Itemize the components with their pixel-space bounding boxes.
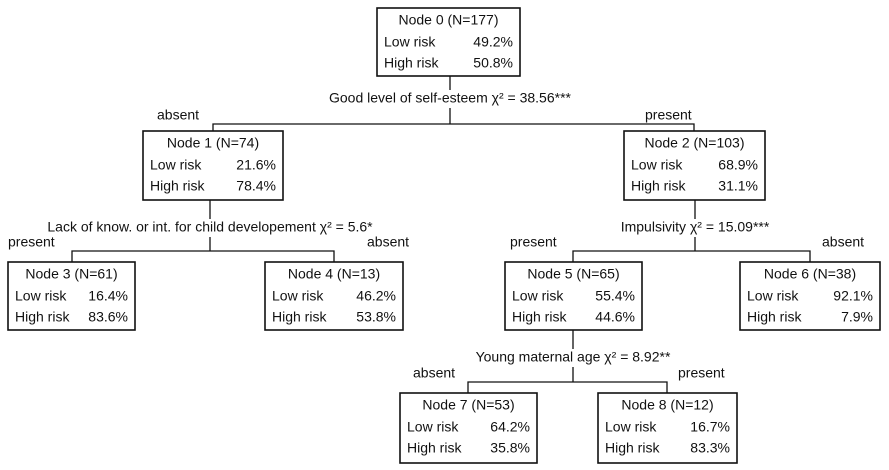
row-label: Low risk bbox=[272, 288, 324, 304]
right-branch-label: present bbox=[645, 107, 692, 123]
node-title: Node 0 (N=177) bbox=[398, 12, 498, 28]
row-label: High risk bbox=[272, 309, 327, 325]
row-value: 64.2% bbox=[490, 419, 530, 435]
row-value: 31.1% bbox=[718, 178, 758, 194]
node-title: Node 3 (N=61) bbox=[25, 266, 117, 282]
row-value: 7.9% bbox=[841, 309, 873, 325]
split-text: Young maternal age χ² = 8.92** bbox=[476, 349, 671, 365]
row-value: 55.4% bbox=[595, 288, 635, 304]
right-branch-label: absent bbox=[367, 234, 409, 250]
branch-lines bbox=[467, 367, 668, 393]
row-value: 44.6% bbox=[595, 309, 635, 325]
row-value: 50.8% bbox=[473, 55, 513, 71]
branch-lines bbox=[212, 108, 695, 131]
node-box bbox=[264, 261, 404, 331]
node-title: Node 6 (N=38) bbox=[764, 266, 856, 282]
row-label: Low risk bbox=[512, 288, 564, 304]
node-box bbox=[399, 392, 538, 464]
row-label: Low risk bbox=[631, 157, 683, 173]
node-box bbox=[597, 392, 738, 464]
row-value: 83.6% bbox=[88, 309, 128, 325]
row-label: Low risk bbox=[384, 34, 436, 50]
branch-lines bbox=[71, 237, 335, 262]
row-label: Low risk bbox=[15, 288, 67, 304]
row-value: 78.4% bbox=[236, 178, 276, 194]
left-branch-label: absent bbox=[157, 107, 199, 123]
row-label: High risk bbox=[150, 178, 205, 194]
node-box bbox=[142, 130, 284, 201]
row-label: Low risk bbox=[747, 288, 799, 304]
row-value: 68.9% bbox=[718, 157, 758, 173]
node-title: Node 4 (N=13) bbox=[288, 266, 380, 282]
row-value: 16.7% bbox=[690, 419, 730, 435]
node-title: Node 2 (N=103) bbox=[644, 135, 744, 151]
row-value: 16.4% bbox=[88, 288, 128, 304]
row-label: High risk bbox=[512, 309, 567, 325]
row-label: High risk bbox=[747, 309, 802, 325]
row-value: 49.2% bbox=[473, 34, 513, 50]
node-title: Node 5 (N=65) bbox=[527, 266, 619, 282]
left-branch-label: absent bbox=[413, 365, 455, 381]
row-value: 92.1% bbox=[833, 288, 873, 304]
node-title: Node 1 (N=74) bbox=[167, 135, 259, 151]
node-title: Node 7 (N=53) bbox=[422, 397, 514, 413]
node-box bbox=[739, 261, 881, 331]
row-value: 46.2% bbox=[356, 288, 396, 304]
left-branch-label: present bbox=[8, 234, 55, 250]
split-text: Lack of know. or int. for child develope… bbox=[47, 219, 373, 235]
right-branch-label: absent bbox=[822, 234, 864, 250]
node-box bbox=[376, 7, 521, 77]
row-label: High risk bbox=[384, 55, 439, 71]
row-label: Low risk bbox=[605, 419, 657, 435]
split-text: Impulsivity χ² = 15.09*** bbox=[621, 219, 770, 235]
row-label: High risk bbox=[15, 309, 70, 325]
row-value: 35.8% bbox=[490, 440, 530, 456]
node-box bbox=[7, 261, 136, 331]
left-branch-label: present bbox=[510, 234, 557, 250]
row-label: High risk bbox=[605, 440, 660, 456]
row-label: Low risk bbox=[150, 157, 202, 173]
row-value: 83.3% bbox=[690, 440, 730, 456]
split-text: Good level of self-esteem χ² = 38.56*** bbox=[329, 90, 572, 106]
row-label: Low risk bbox=[407, 419, 459, 435]
row-label: High risk bbox=[407, 440, 462, 456]
node-title: Node 8 (N=12) bbox=[621, 397, 713, 413]
row-value: 21.6% bbox=[236, 157, 276, 173]
node-box bbox=[504, 261, 643, 331]
row-value: 53.8% bbox=[356, 309, 396, 325]
right-branch-label: present bbox=[678, 365, 725, 381]
branch-lines bbox=[572, 237, 811, 262]
row-label: High risk bbox=[631, 178, 686, 194]
